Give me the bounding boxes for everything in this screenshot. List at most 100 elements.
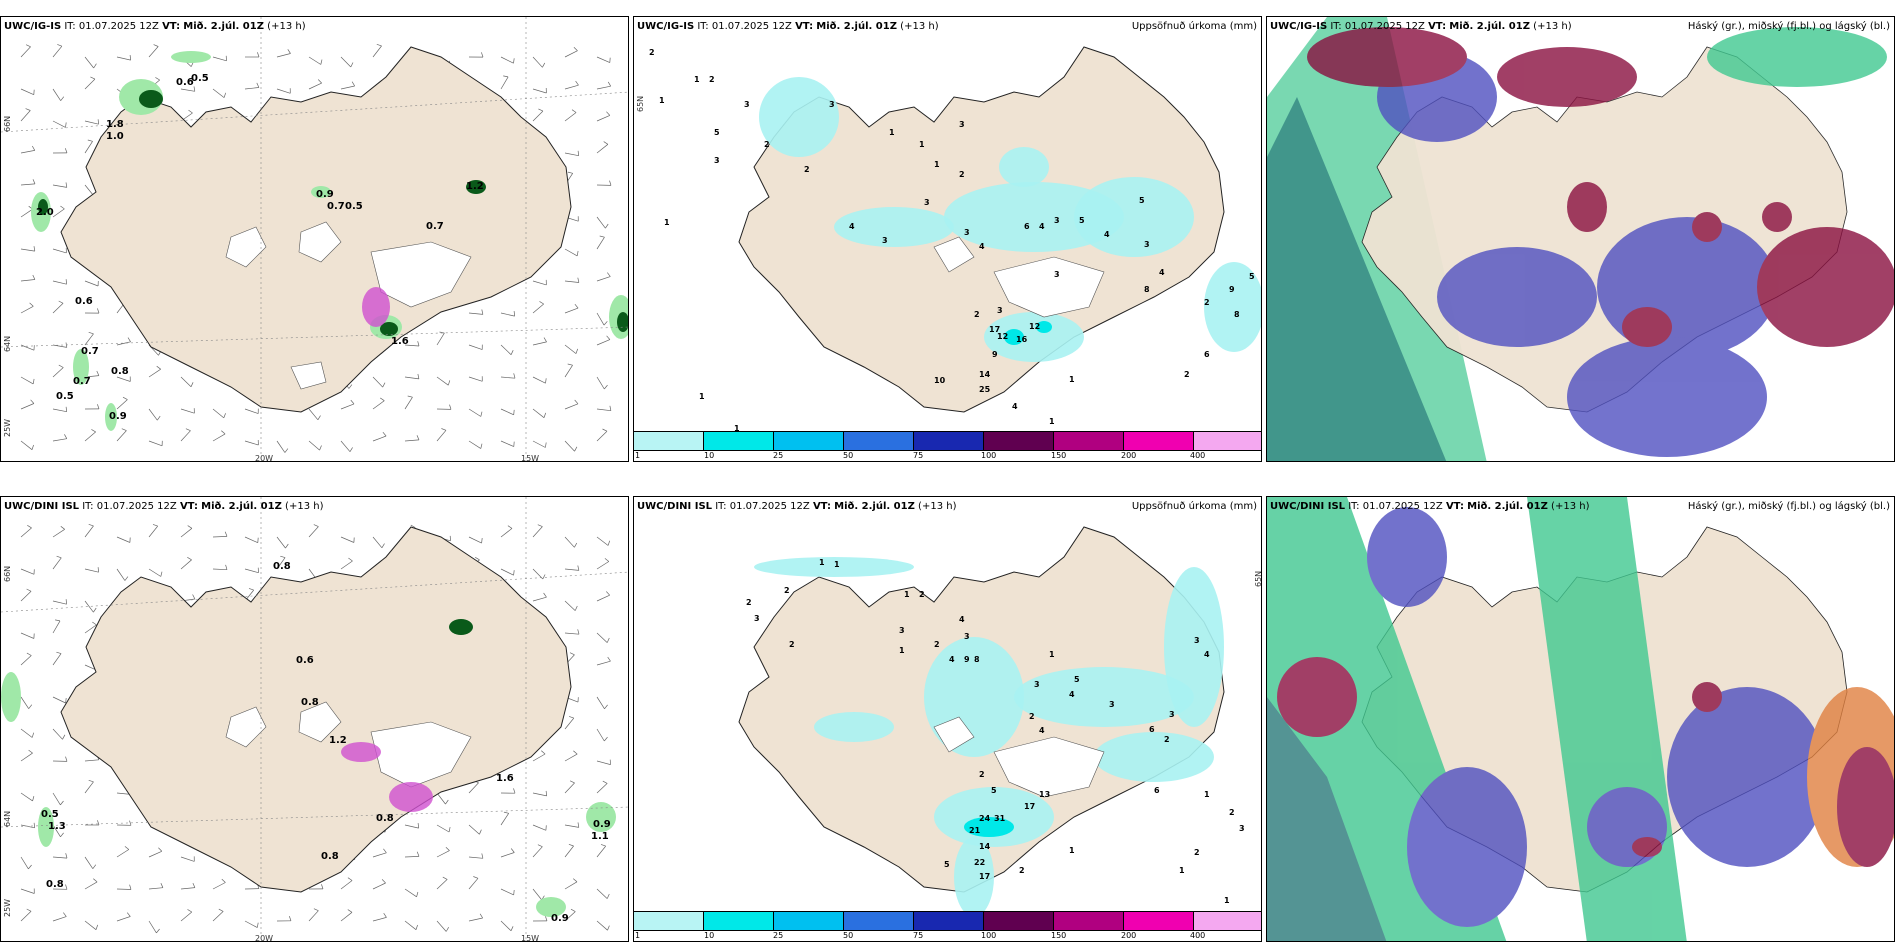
colorbar-tick: 100 (981, 451, 997, 460)
value-label: 1.2 (329, 735, 347, 746)
wind-barb (276, 557, 286, 570)
value-label: 2 (1164, 735, 1170, 744)
value-label: 8 (1144, 285, 1150, 294)
wind-barb (404, 439, 420, 442)
wind-barb (500, 852, 515, 858)
wind-barb-feather (417, 341, 420, 347)
wind-barb-feather (351, 81, 355, 87)
wind-barb-feather (188, 109, 193, 114)
wind-barb-feather (513, 311, 516, 317)
value-label: 4 (1039, 726, 1045, 735)
wind-barb (500, 813, 509, 826)
wind-barb (596, 594, 610, 602)
wind-barb (468, 344, 483, 350)
wind-barb (468, 878, 479, 890)
wind-barb-feather (158, 847, 163, 852)
wind-barb (596, 760, 611, 765)
value-label: 1.2 (466, 181, 484, 192)
wind-barb-feather (92, 864, 97, 869)
lat-label-65n: 65N (636, 95, 645, 112)
wind-barb (180, 528, 193, 538)
wind-barb (52, 557, 62, 570)
wind-barb-feather (347, 877, 353, 881)
wind-barb (532, 341, 547, 346)
lon-label-20w: 20W (255, 934, 274, 942)
colorbar-swatch (844, 912, 914, 930)
value-label: 2 (934, 640, 940, 649)
glacier (370, 721, 472, 788)
wind-barb-feather (407, 395, 413, 398)
panel-title-right: Háský (gr.), miðský (fj.bl.) og lágský (… (1687, 21, 1890, 32)
wind-barb (404, 856, 420, 858)
wind-barb (116, 916, 131, 922)
wind-barb-feather (65, 279, 67, 285)
wind-barb-feather (31, 732, 35, 738)
wind-barb-feather (382, 382, 386, 388)
wind-barb (596, 216, 606, 229)
wind-barb-feather (600, 844, 606, 847)
wind-barb (84, 759, 99, 762)
wind-barb-feather (473, 876, 479, 879)
wind-barb-feather (28, 749, 33, 754)
wind-barb-feather (510, 848, 515, 853)
wind-barb-feather (542, 574, 546, 580)
wind-barb-feather (415, 924, 418, 930)
wind-barb (276, 88, 291, 94)
wind-barb (372, 917, 387, 922)
value-label: 3 (964, 228, 970, 237)
wind-barb-feather (91, 429, 96, 433)
wind-barb (564, 248, 578, 257)
lat-label-64n: 64N (3, 810, 12, 827)
value-label: 9 (1229, 285, 1235, 294)
wind-barb-feather (93, 878, 98, 883)
wind-barb (564, 568, 579, 571)
wind-barb-feather (155, 77, 160, 81)
wind-barb (84, 781, 94, 794)
wind-barb-feather (33, 822, 36, 828)
wind-barb-feather (64, 148, 68, 154)
wind-barb-feather (574, 542, 578, 548)
wind-barb (84, 600, 94, 613)
wind-barb (468, 408, 481, 417)
wind-barb-feather (380, 397, 385, 401)
glacier (290, 361, 327, 390)
value-label: 0.8 (376, 813, 394, 824)
wind-barb-feather (248, 588, 254, 591)
wind-barb (468, 536, 482, 544)
wind-barb (116, 849, 129, 858)
colorbar-swatch (774, 432, 844, 450)
wind-barb-feather (605, 223, 609, 229)
wind-barb-feather (124, 576, 129, 581)
wind-barb-feather (63, 912, 67, 917)
value-label: 3 (997, 306, 1003, 315)
value-label: 1 (904, 590, 910, 599)
value-label: 6 (1204, 350, 1210, 359)
wind-barb (180, 408, 195, 414)
value-label: 12 (997, 332, 1008, 341)
wind-barb-feather (192, 594, 196, 600)
wind-barb (468, 440, 481, 449)
glacier (298, 221, 342, 263)
value-label: 0.5 (191, 73, 209, 84)
panel-bot-mid-accum-precip: UWC/DINI ISL IT: 01.07.2025 12Z VT: Mið.… (633, 496, 1262, 942)
wind-barb (468, 376, 483, 382)
value-label: 1 (1224, 896, 1230, 905)
wind-barb-feather (156, 928, 160, 934)
wind-barb (596, 783, 608, 794)
wind-barb (148, 920, 157, 934)
wind-barb (52, 120, 66, 128)
value-label: 17 (1024, 802, 1035, 811)
value-label: 1 (694, 75, 700, 84)
wind-barb (148, 850, 162, 858)
wind-barb-feather (25, 44, 31, 48)
wind-barb (500, 312, 515, 317)
wind-barb-feather (152, 524, 158, 527)
wind-barb (20, 752, 33, 762)
wind-barb (404, 376, 419, 380)
wind-barb-feather (599, 235, 605, 238)
value-label: 1 (1049, 417, 1055, 426)
wind-barb (180, 887, 195, 890)
wind-barb-feather (543, 592, 547, 598)
value-label: 0.7 (327, 201, 345, 212)
wind-barb-feather (574, 446, 578, 452)
